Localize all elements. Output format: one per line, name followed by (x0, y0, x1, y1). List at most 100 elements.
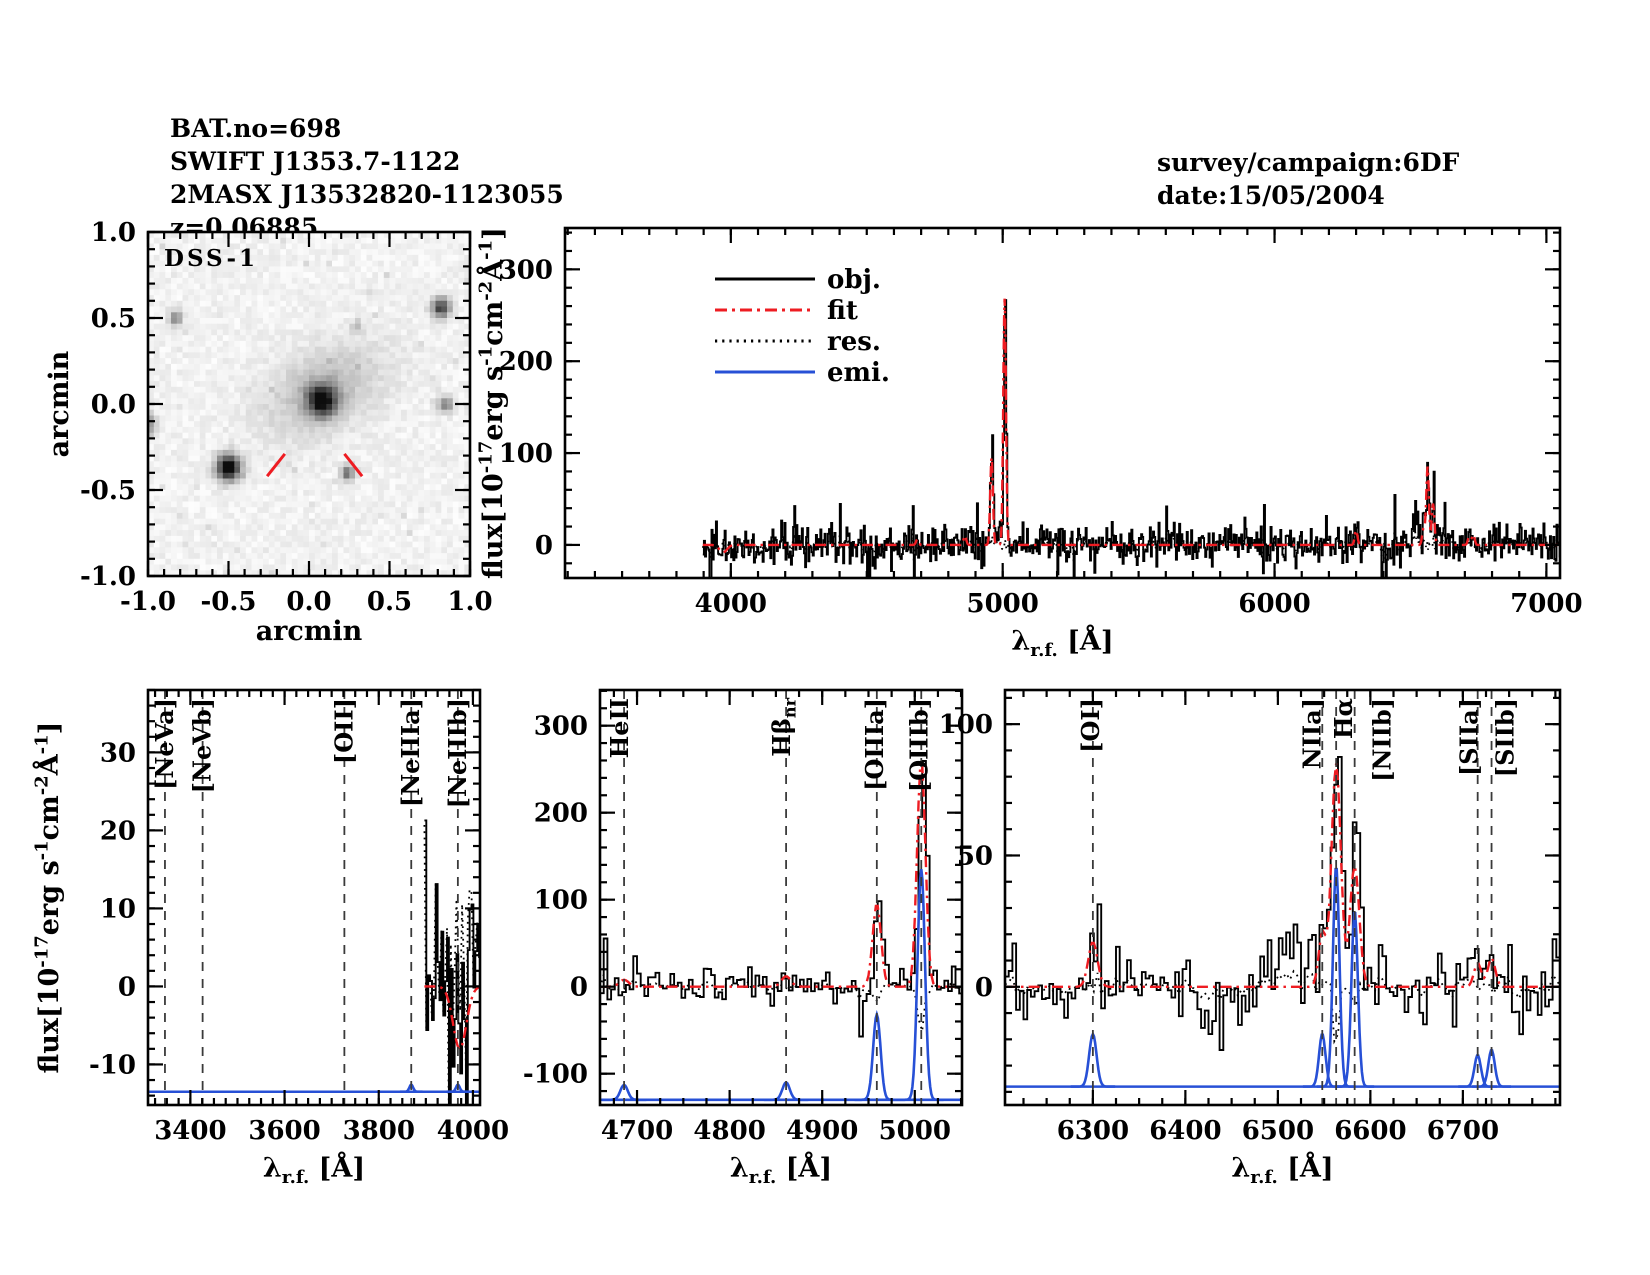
dss-pixel (378, 472, 385, 480)
dss-pixel (343, 254, 350, 262)
dss-pixel (222, 478, 230, 485)
dss-pixel (452, 449, 460, 457)
dss-pixel (332, 409, 339, 416)
x-tick-label: 6700 (1427, 1116, 1499, 1146)
dss-pixel (153, 461, 161, 468)
dss-pixel (343, 398, 350, 405)
x-tick-label: 6400 (1149, 1116, 1221, 1146)
dss-pixel (211, 340, 218, 348)
dss-pixel (424, 283, 431, 290)
dss-pixel (320, 358, 327, 365)
dss-pixel (228, 335, 235, 342)
dss-pixel (452, 570, 460, 577)
dss-pixel (458, 300, 465, 308)
dss-pixel (320, 570, 327, 577)
dss-pixel (251, 524, 258, 531)
dss-pixel (447, 277, 454, 285)
dss-pixel (429, 329, 437, 336)
dss-pixel (217, 570, 224, 577)
dss-pixel (452, 254, 460, 262)
dss-pixel (383, 444, 391, 451)
dss-pixel (320, 438, 327, 445)
dss-pixel (257, 340, 264, 348)
dss-pixel (199, 467, 207, 474)
dss-pixel (435, 323, 442, 330)
dss-pixel (355, 449, 362, 457)
dss-pixel (176, 266, 184, 273)
dss-pixel (314, 541, 322, 548)
dss-pixel (320, 249, 327, 256)
dss-pixel (148, 501, 155, 508)
dss-pixel (171, 312, 178, 319)
dss-pixel (263, 300, 270, 308)
dss-pixel (188, 490, 195, 497)
dss-pixel (217, 564, 224, 571)
dss-pixel (389, 254, 396, 262)
dss-pixel-grid (148, 232, 471, 577)
dss-pixel (251, 432, 258, 439)
dss-pixel (222, 386, 230, 394)
dss-pixel (222, 381, 230, 388)
dss-pixel (314, 260, 322, 267)
dss-pixel (205, 415, 212, 422)
dss-pixel (464, 461, 471, 468)
dss-pixel (303, 501, 310, 508)
dss-pixel (286, 289, 293, 296)
dss-pixel (171, 426, 178, 434)
dss-pixel (257, 444, 264, 451)
dss-pixel (406, 249, 414, 256)
dss-pixel (153, 358, 161, 365)
dss-pixel (188, 495, 195, 502)
dss-pixel (240, 237, 247, 244)
dss-pixel (274, 530, 281, 537)
dss-pixel (303, 358, 310, 365)
dss-pixel (240, 564, 247, 571)
dss-pixel (349, 318, 356, 325)
dss-pixel (234, 570, 241, 577)
dss-pixel (263, 398, 270, 405)
dss-pixel (366, 512, 373, 520)
dss-pixel (395, 249, 402, 256)
dss-pixel (412, 472, 419, 480)
dss-pixel (291, 243, 299, 250)
dss-pixel (148, 553, 155, 560)
dss-pixel (412, 478, 419, 485)
dss-image-panel: DSS-1-1.0 -0.5 0.0 0.5 1.0-1.0-0.50.00.51.0a… (44, 218, 493, 647)
dss-pixel (205, 352, 212, 359)
dss-pixel (211, 524, 218, 531)
dss-pixel (395, 558, 402, 566)
dss-pixel (332, 329, 339, 336)
dss-pixel (349, 358, 356, 365)
dss-pixel (194, 444, 201, 451)
dss-pixel (360, 484, 368, 491)
dss-pixel (464, 289, 471, 296)
dss-pixel (343, 346, 350, 353)
dss-pixel (464, 455, 471, 462)
dss-pixel (320, 346, 327, 353)
dss-pixel (291, 340, 299, 348)
dss-pixel (435, 237, 442, 244)
dss-pixel (435, 243, 442, 250)
dss-pixel (251, 512, 258, 520)
dss-pixel (268, 375, 276, 382)
x-axis-title: λr.f. [Å] (1231, 1150, 1333, 1188)
dss-pixel (309, 547, 316, 554)
dss-pixel (320, 553, 327, 560)
dss-pixel (309, 283, 316, 290)
dss-pixel (314, 518, 322, 525)
dss-pixel (458, 449, 465, 457)
dss-pixel (153, 495, 161, 502)
dss-pixel (383, 461, 391, 468)
dss-pixel (309, 352, 316, 359)
dss-pixel (188, 289, 195, 296)
dss-pixel (309, 570, 316, 577)
dss-pixel (217, 283, 224, 290)
dss-pixel (309, 553, 316, 560)
dss-pixel (222, 283, 230, 290)
dss-pixel (366, 249, 373, 256)
dss-pixel (257, 392, 264, 399)
dss-pixel (251, 346, 258, 353)
dss-pixel (268, 501, 276, 508)
dss-pixel (228, 444, 235, 451)
